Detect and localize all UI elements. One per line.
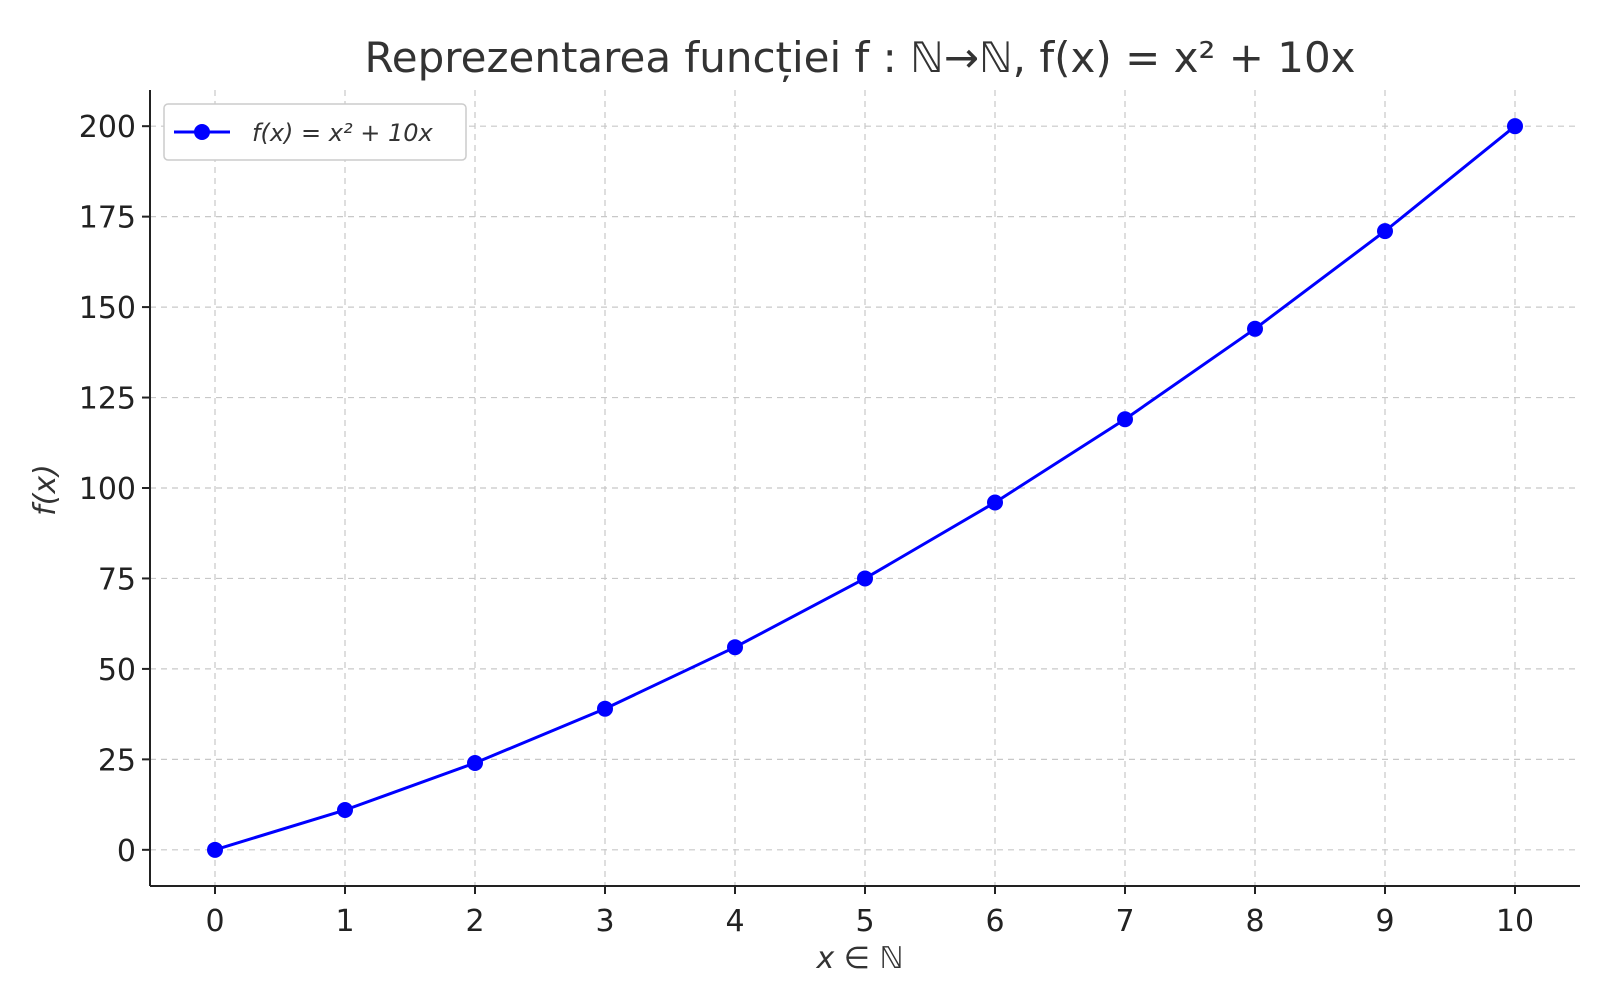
x-tick-label: 1	[335, 904, 354, 939]
x-tick-label: 7	[1115, 904, 1134, 939]
y-tick-label: 175	[79, 201, 136, 236]
y-tick-label: 150	[79, 291, 136, 326]
y-tick-label: 200	[79, 110, 136, 145]
data-point	[597, 700, 613, 717]
data-point	[1247, 320, 1263, 337]
x-tick-label: 0	[205, 904, 224, 939]
data-point	[857, 570, 873, 587]
data-point	[1117, 411, 1133, 428]
data-point	[337, 802, 353, 819]
x-tick-label: 4	[725, 904, 744, 939]
x-tick-label: 8	[1245, 904, 1264, 939]
x-tick-label: 9	[1375, 904, 1394, 939]
data-point	[1507, 118, 1523, 135]
x-axis-label: x ∈ ℕ	[816, 941, 904, 976]
legend-marker-swatch	[194, 124, 210, 140]
legend-label: f(x) = x² + 10x	[252, 119, 433, 147]
y-tick-label: 125	[79, 382, 136, 417]
data-point	[467, 754, 483, 771]
x-tick-label: 6	[985, 904, 1004, 939]
legend-box	[163, 103, 467, 161]
y-tick-label: 100	[79, 472, 136, 507]
x-tick-label: 5	[855, 904, 874, 939]
data-point	[207, 841, 223, 858]
data-point	[1377, 223, 1393, 240]
axes	[142, 90, 1580, 894]
data-point	[987, 494, 1003, 511]
legend: f(x) = x² + 10x	[163, 103, 467, 161]
chart-title: Reprezentarea funcției f : ℕ→ℕ, f(x) = x…	[364, 33, 1355, 82]
x-tick-label: 2	[465, 904, 484, 939]
y-tick-label: 0	[117, 834, 136, 869]
x-tick-label: 3	[595, 904, 614, 939]
data-point	[727, 639, 743, 656]
grid	[150, 90, 1580, 886]
y-axis-label: f(x)	[28, 464, 63, 516]
y-tick-label: 50	[98, 653, 136, 688]
y-tick-label: 25	[98, 743, 136, 778]
series-layer	[207, 118, 1523, 858]
y-tick-label: 75	[98, 562, 136, 597]
x-tick-label: 10	[1496, 904, 1534, 939]
